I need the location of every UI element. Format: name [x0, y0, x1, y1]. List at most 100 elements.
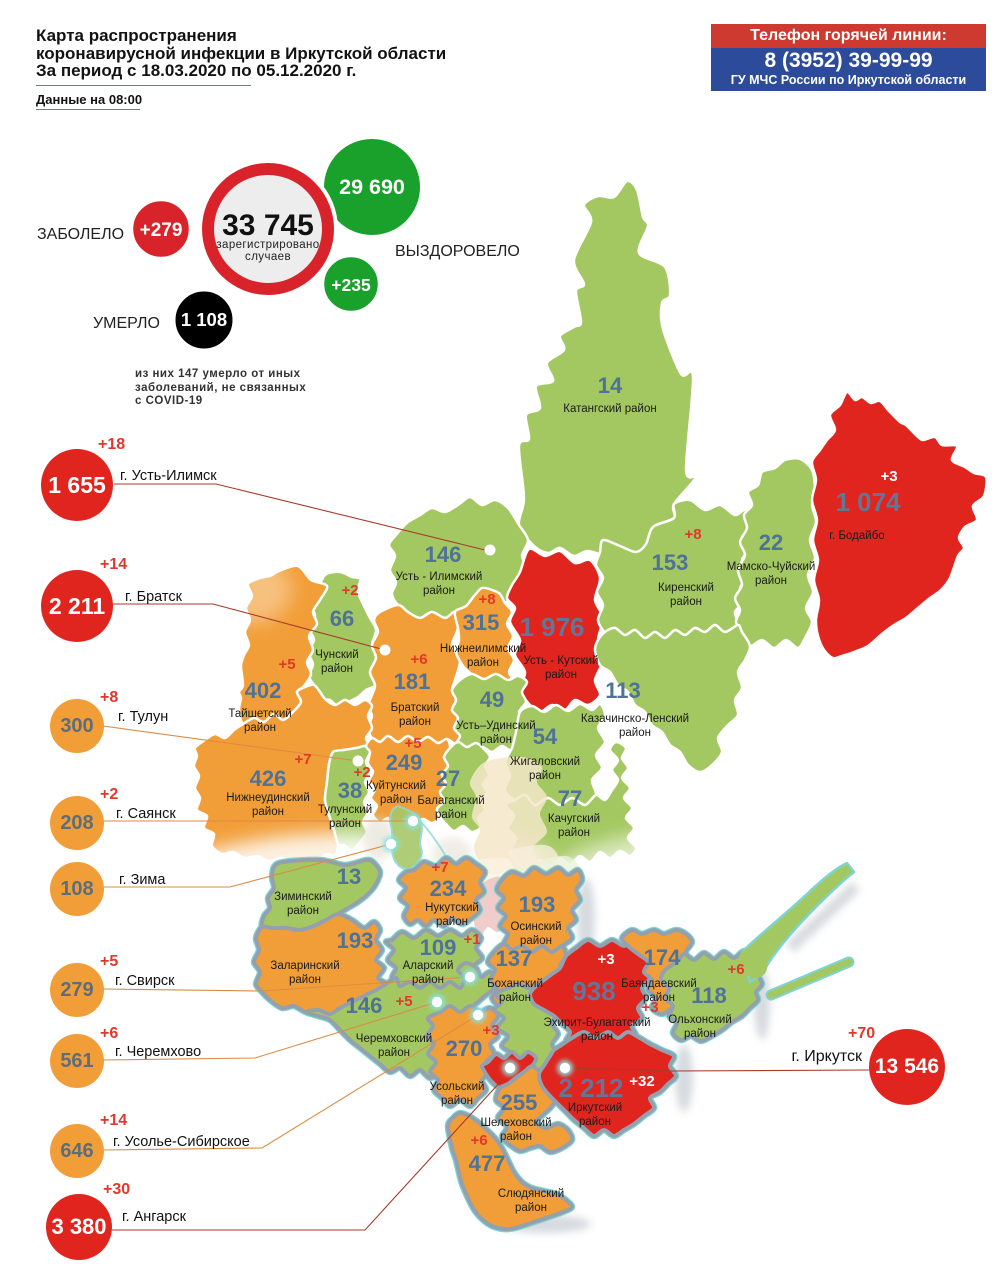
svg-text:район: район: [500, 1131, 532, 1143]
svg-text:район: район: [380, 794, 412, 806]
svg-text:Иркутский: Иркутский: [568, 1102, 622, 1114]
svg-text:район: район: [520, 935, 552, 947]
svg-text:1 108: 1 108: [181, 309, 227, 330]
svg-text:район: район: [329, 818, 361, 830]
svg-text:2 212: 2 212: [558, 1073, 623, 1103]
svg-text:146: 146: [346, 993, 383, 1018]
svg-text:район: район: [545, 669, 577, 681]
svg-text:Катангский район: Катангский район: [563, 403, 656, 415]
svg-text:район: район: [244, 722, 276, 734]
svg-text:Мамско-Чуйский: Мамско-Чуйский: [727, 561, 816, 573]
svg-text:+6: +6: [727, 961, 744, 978]
svg-text:426: 426: [250, 766, 287, 791]
svg-text:118: 118: [691, 983, 727, 1008]
svg-text:Киренский: Киренский: [658, 582, 714, 594]
svg-text:14: 14: [598, 373, 623, 398]
svg-text:109: 109: [420, 935, 457, 960]
svg-text:Братский: Братский: [391, 702, 440, 714]
svg-text:402: 402: [245, 678, 282, 703]
svg-text:случаев: случаев: [245, 251, 291, 263]
svg-text:район: район: [581, 1031, 613, 1043]
svg-text:+6: +6: [470, 1132, 487, 1149]
svg-text:66: 66: [330, 606, 354, 631]
svg-text:113: 113: [605, 678, 641, 703]
svg-text:район: район: [252, 806, 284, 818]
svg-text:район: район: [378, 1047, 410, 1059]
svg-text:193: 193: [519, 892, 556, 917]
svg-text:Нукутский: Нукутский: [425, 902, 479, 914]
svg-text:137: 137: [496, 946, 533, 971]
svg-text:477: 477: [469, 1151, 506, 1176]
svg-text:Черемховский: Черемховский: [356, 1033, 432, 1045]
svg-text:Усть - Илимский: Усть - Илимский: [396, 571, 483, 583]
svg-text:938: 938: [572, 976, 615, 1006]
svg-text:район: район: [515, 1202, 547, 1214]
svg-text:181: 181: [394, 669, 431, 694]
svg-text:49: 49: [480, 687, 504, 712]
svg-text:+5: +5: [278, 656, 295, 673]
svg-text:Усть–Удинский: Усть–Удинский: [456, 720, 535, 732]
svg-text:Тайшетский: Тайшетский: [228, 708, 291, 720]
svg-text:Нижнеилимский: Нижнеилимский: [440, 643, 526, 655]
svg-text:Аларский: Аларский: [403, 960, 454, 972]
svg-text:район: район: [289, 974, 321, 986]
svg-text:193: 193: [337, 928, 374, 953]
svg-text:+8: +8: [684, 526, 701, 543]
svg-text:+6: +6: [410, 651, 427, 668]
svg-text:+3: +3: [482, 1022, 499, 1039]
svg-text:+32: +32: [629, 1073, 654, 1090]
svg-text:район: район: [480, 734, 512, 746]
svg-text:Чунский: Чунский: [315, 649, 358, 661]
svg-text:район: район: [579, 1116, 611, 1128]
svg-text:146: 146: [425, 542, 462, 567]
svg-text:+5: +5: [404, 735, 421, 752]
svg-text:район: район: [436, 916, 468, 928]
svg-text:Тулунский: Тулунский: [318, 804, 372, 816]
svg-text:г. Бодайбо: г. Бодайбо: [829, 530, 884, 542]
svg-text:район: район: [399, 716, 431, 728]
svg-text:район: район: [441, 1095, 473, 1107]
svg-text:270: 270: [446, 1036, 483, 1061]
svg-text:+2: +2: [353, 764, 370, 781]
svg-text:+2: +2: [341, 582, 358, 599]
svg-text:13: 13: [337, 864, 361, 889]
svg-text:+7: +7: [431, 859, 448, 876]
svg-text:1 074: 1 074: [835, 487, 901, 517]
svg-text:район: район: [755, 575, 787, 587]
svg-text:район: район: [467, 657, 499, 669]
svg-text:+279: +279: [140, 220, 183, 241]
svg-text:район: район: [558, 827, 590, 839]
svg-text:Жигаловский: Жигаловский: [510, 756, 580, 768]
svg-text:район: район: [684, 1028, 716, 1040]
svg-text:29 690: 29 690: [339, 175, 405, 199]
svg-text:Эхирит-Булагатский: Эхирит-Булагатский: [543, 1017, 650, 1029]
svg-text:Усть - Кутский: Усть - Кутский: [524, 655, 599, 667]
svg-text:Заларинский: Заларинский: [270, 960, 339, 972]
svg-text:22: 22: [759, 530, 783, 555]
svg-text:Боханский: Боханский: [487, 978, 543, 990]
svg-text:249: 249: [386, 750, 423, 775]
svg-text:38: 38: [338, 778, 362, 803]
svg-text:Балаганский: Балаганский: [417, 795, 484, 807]
svg-text:54: 54: [533, 724, 558, 749]
svg-text:район: район: [412, 974, 444, 986]
svg-text:27: 27: [436, 766, 460, 791]
svg-text:Нижнеудинский: Нижнеудинский: [226, 792, 310, 804]
svg-text:район: район: [619, 727, 651, 739]
svg-text:Баяндаевский: Баяндаевский: [621, 978, 697, 990]
svg-text:234: 234: [430, 876, 467, 901]
svg-text:+3: +3: [880, 468, 897, 485]
svg-text:район: район: [321, 663, 353, 675]
svg-text:33 745: 33 745: [222, 209, 314, 242]
svg-text:зарегистрировано: зарегистрировано: [216, 239, 319, 251]
svg-text:+3: +3: [597, 951, 614, 968]
svg-text:77: 77: [558, 786, 582, 811]
svg-text:Осинский: Осинский: [510, 921, 561, 933]
svg-text:+3: +3: [641, 999, 658, 1016]
svg-text:район: район: [529, 770, 561, 782]
svg-text:район: район: [435, 809, 467, 821]
svg-text:+7: +7: [294, 751, 311, 768]
svg-text:Шелеховский: Шелеховский: [480, 1117, 551, 1129]
svg-text:Усольский: Усольский: [430, 1081, 485, 1093]
svg-text:255: 255: [501, 1090, 538, 1115]
